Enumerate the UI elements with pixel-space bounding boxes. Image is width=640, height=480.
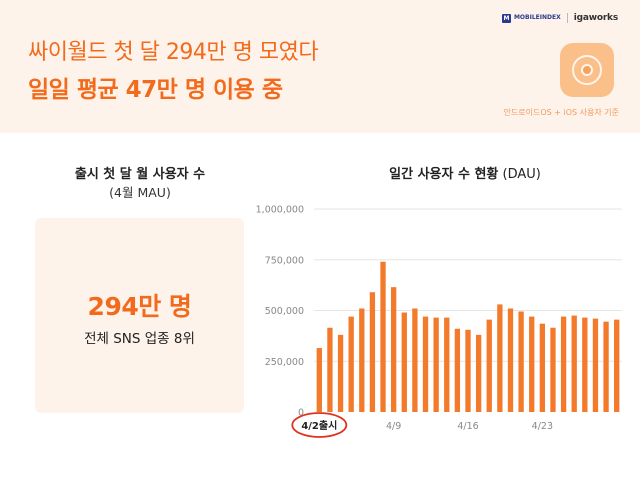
bar-4/16	[465, 329, 471, 412]
mobileindex-logo-text: MOBILEINDEX	[513, 14, 561, 21]
bar-4/5	[348, 316, 354, 412]
bar-4/3	[327, 327, 333, 412]
bar-4/25	[560, 316, 567, 412]
bar-4/14	[444, 317, 450, 412]
bar-4/30	[614, 319, 620, 412]
y-tick-label: 1,000,000	[256, 205, 304, 216]
bar-4/13	[433, 317, 439, 412]
bar-4/8	[380, 261, 386, 412]
bar-4/19	[497, 304, 503, 412]
mau-rank: 전체 SNS 업종 8위	[84, 331, 195, 347]
x-tick-label-launch: 4/2출시	[301, 419, 337, 432]
bar-4/24	[550, 327, 556, 412]
header-banner: 싸이월드 첫 달 294만 명 모였다 일일 평균 47만 명 이용 중 M M…	[0, 0, 640, 133]
bar-4/10	[401, 312, 407, 412]
partner-logos: M MOBILEINDEX igaworks	[501, 13, 618, 23]
x-tick-label: 4/16	[457, 421, 478, 432]
source-note: 안드로이드OS + iOS 사용자 기준	[503, 108, 619, 117]
bar-4/6	[359, 308, 365, 412]
launch-circle-marker	[291, 412, 348, 438]
bar-4/21	[518, 311, 524, 412]
dau-chart-title: 일간 사용자 수 현황 (DAU)	[300, 163, 630, 182]
bar-4/22	[529, 316, 535, 412]
app-icon-ring	[572, 55, 602, 85]
bar-4/18	[486, 319, 492, 412]
bar-4/9	[391, 287, 397, 412]
headline-line1: 싸이월드 첫 달 294만 명 모였다	[28, 40, 319, 65]
x-tick-label: 4/9	[386, 421, 401, 432]
y-tick-label: 500,000	[265, 306, 304, 317]
logo-divider	[566, 13, 568, 23]
bar-4/7	[369, 292, 376, 412]
y-tick-label: 750,000	[265, 255, 304, 266]
y-tick-label: 0	[298, 408, 304, 419]
dau-title-suffix: (DAU)	[502, 167, 541, 182]
bar-4/28	[592, 318, 599, 412]
app-icon-dot	[581, 64, 593, 76]
bar-4/27	[582, 317, 588, 412]
bar-4/11	[412, 308, 418, 412]
bar-4/12	[422, 316, 429, 412]
bar-4/4	[337, 334, 344, 412]
igaworks-logo: igaworks	[573, 13, 618, 23]
headline-line2: 일일 평균 47만 명 이용 중	[28, 77, 283, 103]
mobileindex-logo-mark: M	[501, 13, 511, 23]
dau-title-main: 일간 사용자 수 현황	[389, 167, 499, 182]
mau-title: 출시 첫 달 월 사용자 수	[74, 167, 206, 182]
mau-card: 294만 명 전체 SNS 업종 8위	[35, 218, 244, 413]
bar-4/23	[539, 323, 545, 412]
bar-4/2	[316, 348, 322, 412]
y-tick-label: 250,000	[265, 357, 304, 368]
mau-subtitle: (4월 MAU)	[109, 185, 171, 200]
bar-4/29	[603, 321, 609, 412]
bar-4/15	[454, 328, 461, 412]
x-tick-label: 4/23	[532, 421, 553, 432]
bar-4/20	[507, 308, 514, 412]
bar-4/17	[475, 334, 482, 412]
mau-value: 294만 명	[87, 292, 192, 321]
bar-4/26	[571, 315, 577, 412]
cyworld-app-icon	[560, 43, 614, 97]
mobileindex-logo: M MOBILEINDEX	[501, 13, 561, 23]
